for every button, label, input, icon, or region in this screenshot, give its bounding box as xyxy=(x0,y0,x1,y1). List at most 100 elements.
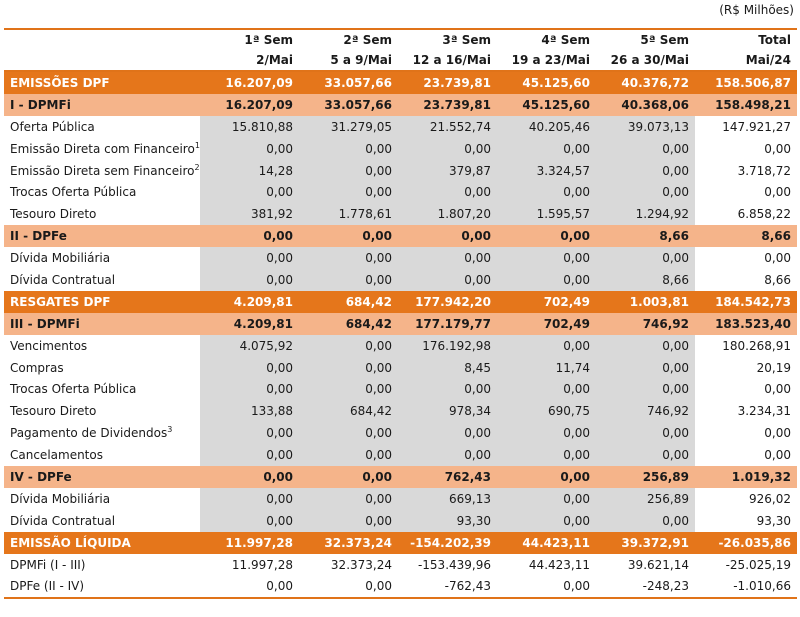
row-label-cell: RESGATES DPF xyxy=(4,290,200,313)
table-body: 1ª Sem 2ª Sem 3ª Sem 4ª Sem 5ª Sem Total… xyxy=(4,28,797,600)
value-cell: 0,00 xyxy=(299,159,398,182)
value-cell: 0,00 xyxy=(299,509,398,532)
value-cell: 0,00 xyxy=(596,422,695,445)
section-header-row: EMISSÃO LÍQUIDA 11.997,28 32.373,24 -154.20… xyxy=(4,531,797,554)
total-cell: 6.858,22 xyxy=(737,207,791,222)
row-label-cell: Dívida Mobiliária xyxy=(4,247,200,269)
footnote-marker: 3 xyxy=(167,425,173,435)
total-cell: 0,00 xyxy=(764,185,791,200)
value-cell: 40.368,06 xyxy=(596,93,695,116)
total-cell: 8,66 xyxy=(695,225,797,248)
value-cell: 0,00 xyxy=(200,444,299,467)
value-cell: 14,28 xyxy=(200,159,299,182)
total-cell: 180.268,91 xyxy=(722,338,791,353)
value-cell: 39.372,91 xyxy=(596,531,695,554)
value-cell: 0,00 xyxy=(299,575,398,600)
value-cell: 746,92 xyxy=(596,400,695,423)
row-label: Emissão Direta com Financeiro xyxy=(10,141,195,156)
total-cell: -1.010,66 xyxy=(695,575,797,600)
column-header-1-line2: 2/Mai xyxy=(200,50,299,72)
value-cell: 4.209,81 xyxy=(200,312,299,335)
value-cell: 1.003,81 xyxy=(596,290,695,313)
column-header-1-line1: 1ª Sem xyxy=(200,28,299,50)
value-cell: 0,00 xyxy=(200,575,299,600)
value-cell: 0,00 xyxy=(497,247,596,270)
value-cell: 45.125,60 xyxy=(497,71,596,94)
value-cell: 133,88 xyxy=(200,400,299,423)
value-cell: 0,00 xyxy=(200,422,299,445)
value-cell: 0,00 xyxy=(497,334,596,357)
table-row: Compras 0,00 0,00 8,45 11,74 0,00 20,19 xyxy=(4,356,797,379)
row-label: I - DPMFi xyxy=(10,97,71,112)
total-cell: 184.542,73 xyxy=(695,290,797,313)
total-cell: 0,00 xyxy=(764,426,791,441)
row-label: DPMFi (I - III) xyxy=(10,557,86,572)
column-header-total-line1: Total xyxy=(695,28,797,50)
value-cell: 0,00 xyxy=(398,137,497,160)
total-cell: 1.019,32 xyxy=(695,466,797,488)
value-cell: 0,00 xyxy=(497,444,596,467)
row-label: Dívida Contratual xyxy=(10,513,116,528)
value-cell: 1.807,20 xyxy=(398,203,497,226)
value-cell: 40.205,46 xyxy=(497,115,596,138)
value-cell: 746,92 xyxy=(596,312,695,335)
value-cell: 0,00 xyxy=(299,137,398,160)
value-cell: 978,34 xyxy=(398,400,497,423)
value-cell: 684,42 xyxy=(299,290,398,313)
value-cell: 15.810,88 xyxy=(200,115,299,138)
row-label-cell: Trocas Oferta Pública xyxy=(4,378,200,400)
table-row: Dívida Contratual 0,00 0,00 0,00 0,00 8,66 8,6… xyxy=(4,269,797,291)
footnote-marker: 2 xyxy=(194,162,200,172)
subsection-row: III - DPMFi 4.209,81 684,42 177.179,77 702,4… xyxy=(4,312,797,335)
total-cell: 158.506,87 xyxy=(695,71,797,94)
value-cell: 0,00 xyxy=(497,181,596,204)
row-label-cell: DPFe (II - IV) xyxy=(4,575,200,600)
section-header-row: EMISSÕES DPF 16.207,09 33.057,66 23.739,81 4… xyxy=(4,71,797,94)
row-label-cell: Emissão Direta com Financeiro1 xyxy=(4,138,200,160)
row-label: Compras xyxy=(10,360,64,375)
row-label: Tesouro Direto xyxy=(10,404,97,419)
total-cell: 0,00 xyxy=(764,141,791,156)
value-cell: 177.942,20 xyxy=(398,290,497,313)
row-label-cell: Compras xyxy=(4,357,200,379)
value-cell: 0,00 xyxy=(596,247,695,270)
value-cell: 0,00 xyxy=(398,422,497,445)
row-label: Cancelamentos xyxy=(10,448,103,463)
value-cell: 93,30 xyxy=(398,509,497,532)
value-cell: 8,45 xyxy=(398,356,497,379)
value-cell: 0,00 xyxy=(200,378,299,401)
row-label-cell: IV - DPFe xyxy=(4,466,200,488)
debt-table: 1ª Sem 2ª Sem 3ª Sem 4ª Sem 5ª Sem Total… xyxy=(4,28,797,600)
value-cell: 44.423,11 xyxy=(528,557,590,572)
total-cell: 926,02 xyxy=(749,491,791,506)
value-cell: 4.075,92 xyxy=(200,334,299,357)
table-row: Emissão Direta sem Financeiro2 14,28 0,00 3… xyxy=(4,159,797,182)
row-label-cell: III - DPMFi xyxy=(4,312,200,335)
value-cell: 0,00 xyxy=(398,225,497,248)
value-cell: 11,74 xyxy=(497,356,596,379)
value-cell: 0,00 xyxy=(299,247,398,270)
row-label-cell: Tesouro Direto xyxy=(4,203,200,225)
column-header-4-line1: 4ª Sem xyxy=(497,28,596,50)
header-corner xyxy=(4,28,200,50)
row-label: IV - DPFe xyxy=(10,469,72,484)
value-cell: -762,43 xyxy=(398,575,497,600)
value-cell: 40.376,72 xyxy=(596,71,695,94)
value-cell: -154.202,39 xyxy=(398,531,497,554)
total-cell: 20,19 xyxy=(756,360,791,375)
value-cell: 0,00 xyxy=(497,466,596,488)
value-cell: 16.207,09 xyxy=(200,71,299,94)
value-cell: 4.209,81 xyxy=(200,290,299,313)
value-cell: 0,00 xyxy=(200,509,299,532)
value-cell: -248,23 xyxy=(596,575,695,600)
value-cell: 0,00 xyxy=(497,378,596,401)
row-label-cell: EMISSÃO LÍQUIDA xyxy=(4,531,200,554)
row-label: Trocas Oferta Pública xyxy=(10,185,137,200)
table-row: Trocas Oferta Pública 0,00 0,00 0,00 0,00 0,0… xyxy=(4,181,797,204)
row-label: Tesouro Direto xyxy=(10,207,97,222)
column-header-5-line1: 5ª Sem xyxy=(596,28,695,50)
value-cell: 8,66 xyxy=(596,225,695,248)
value-cell: 0,00 xyxy=(497,509,596,532)
table-row: Tesouro Direto 133,88 684,42 978,34 690,75 74… xyxy=(4,400,797,423)
